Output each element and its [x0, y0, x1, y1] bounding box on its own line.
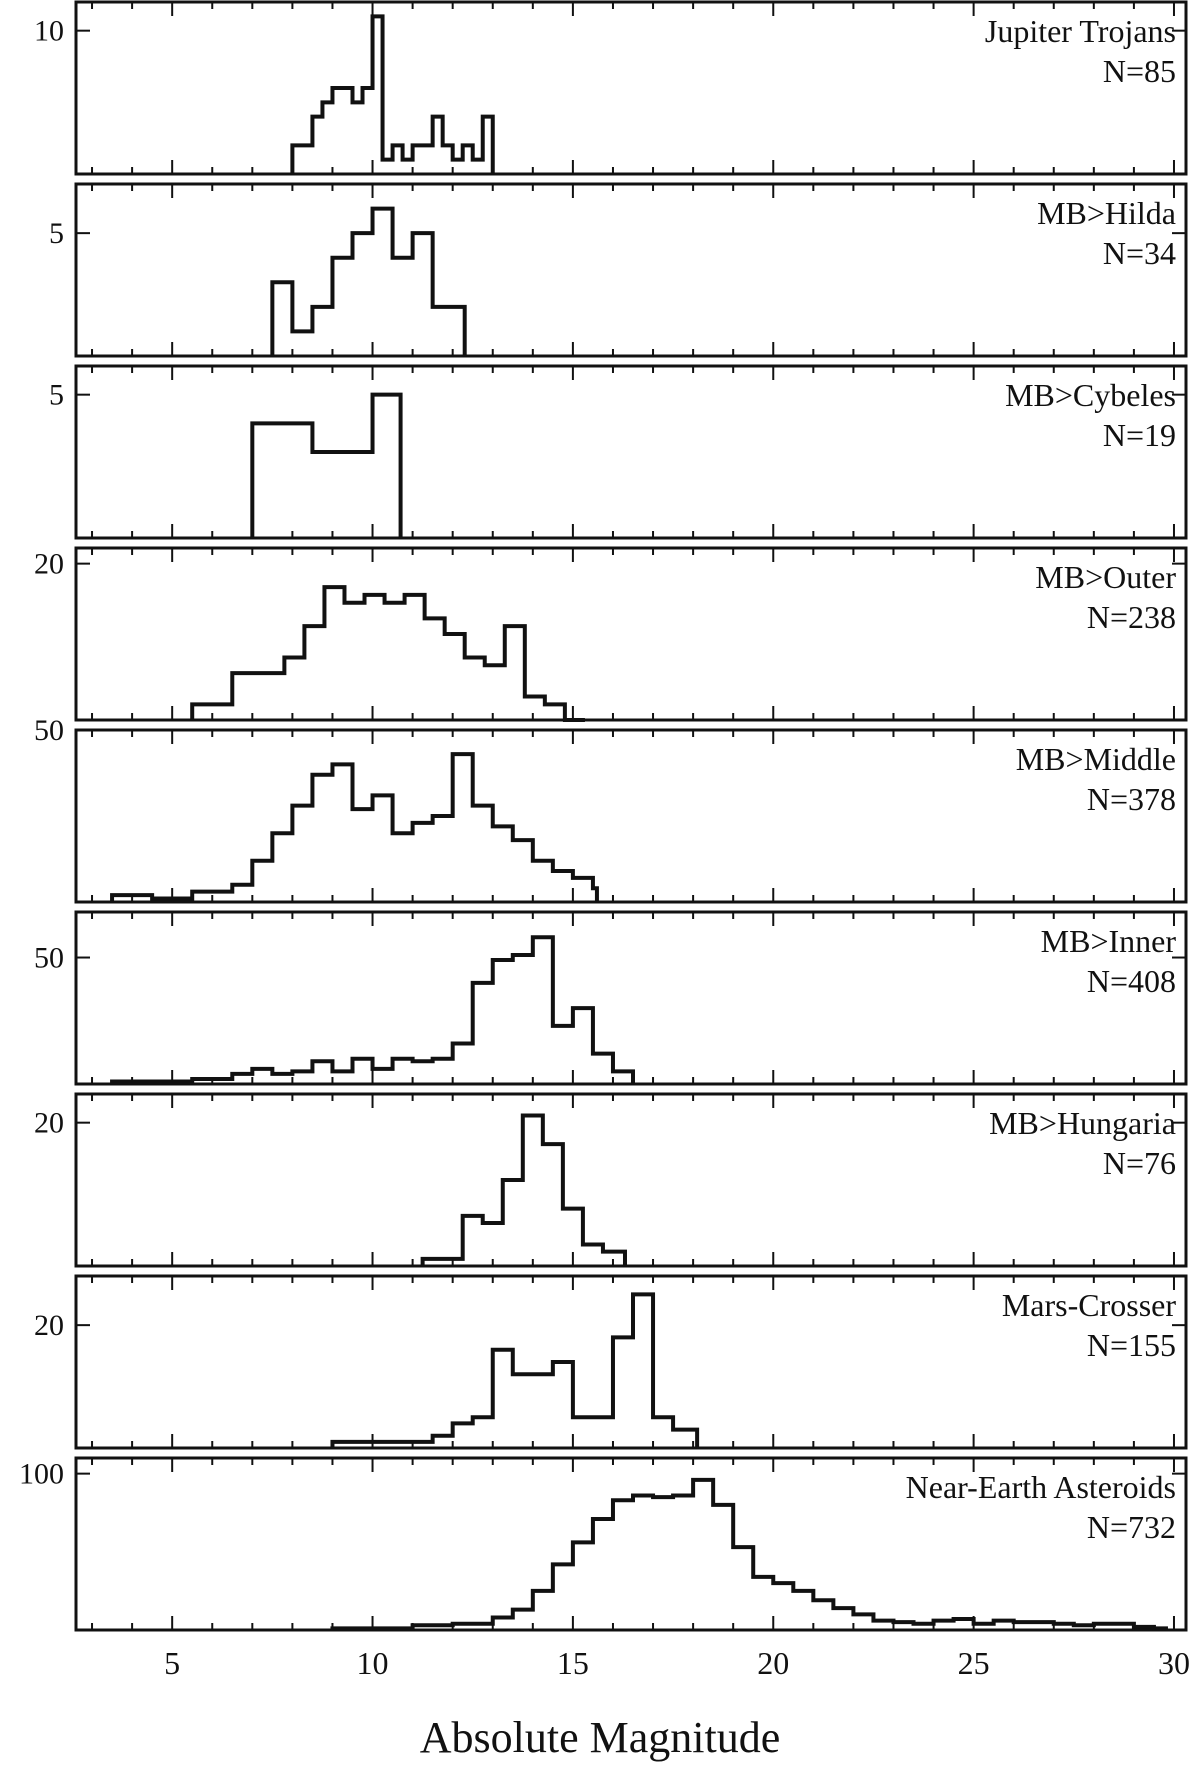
panel-1-ytick-label: 10 [34, 15, 64, 48]
panel-4-ytick-label: 20 [34, 548, 64, 581]
panel-8-histogram [330, 1292, 700, 1448]
panel-5-ytick-label: 50 [34, 714, 64, 747]
panel-8-ytick-label: 20 [34, 1309, 64, 1342]
panel-6-ytick-label: 50 [34, 942, 64, 975]
panel-1-count: N=85 [1103, 53, 1176, 89]
x-tick-label: 20 [757, 1645, 789, 1681]
panel-4-frame [74, 546, 1188, 722]
panel-3-name: MB>Cybeles [1005, 377, 1176, 413]
panel-2-count: N=34 [1103, 235, 1176, 271]
panel-6-frame [74, 910, 1188, 1086]
panel-3-ytick-label: 5 [49, 379, 64, 412]
x-tick-label: 10 [357, 1645, 389, 1681]
x-tick-label: 25 [958, 1645, 990, 1681]
panel-1-name: Jupiter Trojans [985, 13, 1176, 49]
x-tick-label: 15 [557, 1645, 589, 1681]
panel-2-ytick-label: 5 [49, 217, 64, 250]
panel-1-frame [74, 0, 1188, 176]
panel-5-histogram [110, 752, 599, 902]
panel-4-name: MB>Outer [1035, 559, 1176, 595]
panel-2-frame [74, 182, 1188, 358]
panel-7-count: N=76 [1103, 1145, 1176, 1181]
panel-4-histogram [190, 585, 585, 722]
panel-2-name: MB>Hilda [1037, 195, 1176, 231]
x-axis-label: Absolute Magnitude [419, 1713, 781, 1762]
panel-5-frame [74, 728, 1188, 904]
panel-6-histogram [110, 935, 636, 1084]
panel-8-frame [74, 1274, 1188, 1450]
panel-7-name: MB>Hungaria [989, 1105, 1176, 1141]
panel-3-histogram [250, 392, 403, 538]
x-tick-label: 30 [1158, 1645, 1190, 1681]
panel-1-histogram [290, 14, 495, 174]
panel-9-ytick-label: 100 [19, 1458, 64, 1491]
panel-5-count: N=378 [1087, 781, 1176, 817]
panel-7-ytick-label: 20 [34, 1107, 64, 1140]
panel-5-name: MB>Middle [1016, 741, 1176, 777]
panel-6-name: MB>Inner [1041, 923, 1177, 959]
panel-4-count: N=238 [1087, 599, 1176, 635]
panel-9-histogram [330, 1477, 1168, 1631]
panel-2-histogram [270, 206, 467, 356]
panel-9-count: N=732 [1087, 1509, 1176, 1545]
panel-9-name: Near-Earth Asteroids [906, 1469, 1176, 1505]
panel-8-name: Mars-Crosser [1002, 1287, 1177, 1323]
panel-6-count: N=408 [1087, 963, 1176, 999]
panel-7-frame [74, 1092, 1188, 1268]
panel-8-count: N=155 [1087, 1327, 1176, 1363]
panel-9-frame [74, 1456, 1188, 1632]
panel-3-count: N=19 [1103, 417, 1176, 453]
panel-7-histogram [420, 1113, 627, 1266]
panel-3-frame [74, 364, 1188, 540]
x-tick-label: 5 [164, 1645, 180, 1681]
